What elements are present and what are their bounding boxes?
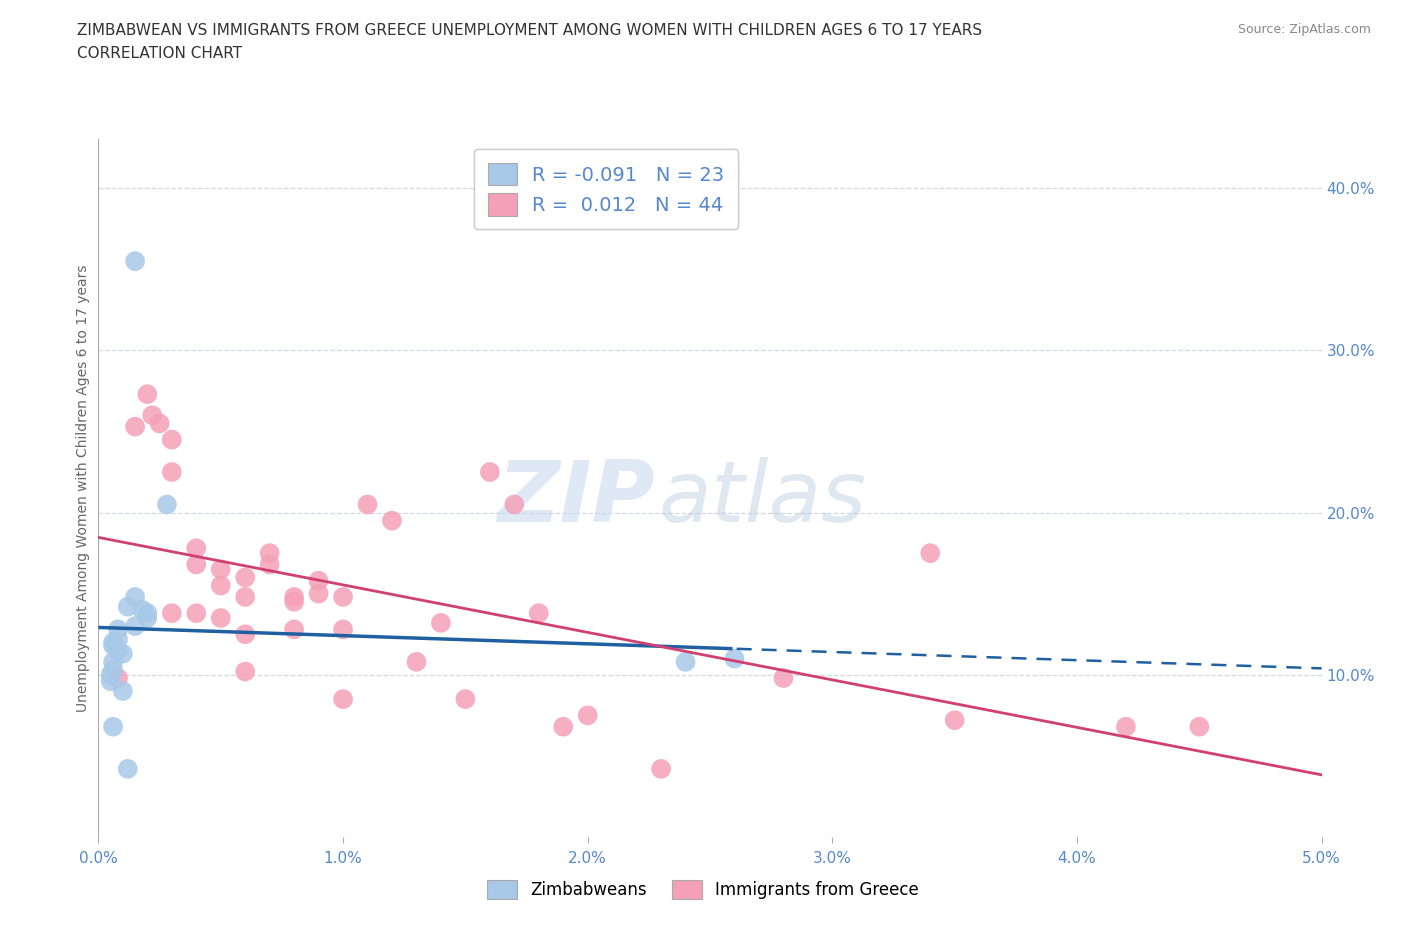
Point (101, 638, 124, 653)
Point (454, 692, 477, 707)
Point (101, 662, 124, 677)
Point (136, 387, 159, 402)
Point (131, 603, 153, 618)
Point (107, 631, 129, 646)
Point (124, 419, 146, 434)
Point (101, 655, 124, 670)
Point (136, 605, 159, 620)
Point (356, 497, 378, 512)
Point (503, 497, 526, 512)
Text: atlas: atlas (658, 458, 866, 540)
Text: ZIP: ZIP (498, 458, 655, 540)
Point (233, 570, 256, 585)
Point (149, 416, 172, 431)
Point (943, 712, 966, 727)
Point (209, 562, 232, 577)
Point (186, 541, 208, 556)
Point (160, 465, 183, 480)
Point (101, 635, 124, 650)
Point (186, 557, 208, 572)
Point (478, 465, 501, 480)
Point (259, 546, 281, 561)
Point (675, 655, 697, 670)
Point (111, 646, 134, 661)
Point (1115, 719, 1137, 734)
Point (308, 586, 330, 601)
Point (553, 719, 575, 734)
Point (233, 664, 256, 679)
Point (209, 611, 232, 626)
Point (111, 684, 134, 698)
Point (117, 599, 139, 614)
Point (117, 762, 139, 777)
Point (259, 557, 281, 572)
Point (160, 432, 183, 447)
Point (308, 573, 330, 588)
Point (283, 590, 305, 604)
Point (283, 622, 305, 637)
Point (381, 513, 404, 528)
Point (283, 594, 305, 609)
Point (107, 643, 129, 658)
Point (100, 674, 122, 689)
Point (332, 692, 354, 707)
Point (723, 651, 745, 666)
Point (209, 578, 232, 593)
Point (430, 616, 453, 631)
Point (156, 497, 179, 512)
Point (576, 708, 599, 723)
Point (1188, 719, 1211, 734)
Point (186, 605, 208, 620)
Point (124, 254, 146, 269)
Point (650, 762, 672, 777)
Point (136, 611, 159, 626)
Point (772, 671, 794, 685)
Point (107, 671, 129, 685)
Point (141, 408, 163, 423)
Point (107, 622, 129, 637)
Point (233, 627, 256, 642)
Point (101, 719, 124, 734)
Point (100, 668, 122, 683)
Point (233, 590, 256, 604)
Point (124, 618, 146, 633)
Legend: Zimbabweans, Immigrants from Greece: Zimbabweans, Immigrants from Greece (474, 867, 932, 912)
Text: CORRELATION CHART: CORRELATION CHART (77, 46, 242, 61)
Point (160, 605, 183, 620)
Point (124, 590, 146, 604)
Point (332, 622, 354, 637)
Y-axis label: Unemployment Among Women with Children Ages 6 to 17 years: Unemployment Among Women with Children A… (76, 264, 90, 712)
Point (920, 546, 942, 561)
Point (405, 655, 427, 670)
Text: ZIMBABWEAN VS IMMIGRANTS FROM GREECE UNEMPLOYMENT AMONG WOMEN WITH CHILDREN AGES: ZIMBABWEAN VS IMMIGRANTS FROM GREECE UNE… (77, 23, 983, 38)
Point (332, 590, 354, 604)
Point (527, 605, 550, 620)
Text: Source: ZipAtlas.com: Source: ZipAtlas.com (1237, 23, 1371, 36)
Legend: R = -0.091   N = 23, R =  0.012   N = 44: R = -0.091 N = 23, R = 0.012 N = 44 (474, 149, 738, 229)
